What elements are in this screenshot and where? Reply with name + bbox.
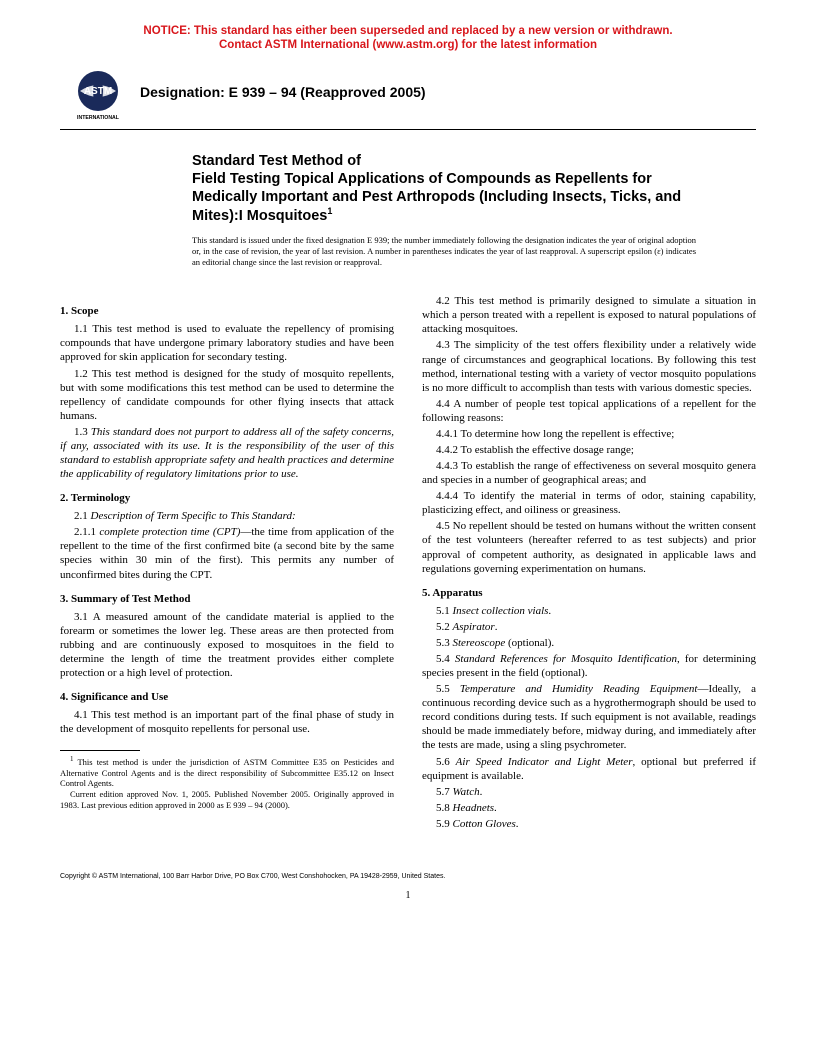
para-4-4-4: 4.4.4 To identify the material in terms … bbox=[422, 489, 756, 517]
svg-text:ASTM: ASTM bbox=[84, 86, 112, 97]
p58n: 5.8 bbox=[436, 802, 453, 814]
header-row: ASTM INTERNATIONAL Designation: E 939 – … bbox=[70, 67, 756, 123]
footnote-2: Current edition approved Nov. 1, 2005. P… bbox=[60, 789, 394, 810]
title-sup: 1 bbox=[327, 206, 332, 216]
footnote-rule bbox=[60, 750, 140, 751]
p55t: Temperature and Humidity Reading Equipme… bbox=[460, 683, 698, 695]
header-divider bbox=[60, 129, 756, 130]
title-main: Field Testing Topical Applications of Co… bbox=[192, 170, 716, 225]
para-5-6: 5.6 Air Speed Indicator and Light Meter,… bbox=[422, 755, 756, 783]
section-2-head: 2. Terminology bbox=[60, 491, 394, 505]
para-5-8: 5.8 Headnets. bbox=[422, 801, 756, 815]
notice-line1: NOTICE: This standard has either been su… bbox=[60, 24, 756, 38]
para-4-5: 4.5 No repellent should be tested on hum… bbox=[422, 519, 756, 575]
notice-line2: Contact ASTM International (www.astm.org… bbox=[60, 38, 756, 52]
para-5-3: 5.3 Stereoscope (optional). bbox=[422, 636, 756, 650]
p59t: Cotton Gloves bbox=[453, 818, 516, 830]
astm-logo: ASTM INTERNATIONAL bbox=[70, 67, 126, 123]
p56t: Air Speed Indicator and Light Meter bbox=[456, 756, 633, 768]
p211-term: complete protection time (CPT) bbox=[99, 526, 240, 538]
para-1-1: 1.1 This test method is used to evaluate… bbox=[60, 322, 394, 364]
para-5-1: 5.1 Insect collection vials. bbox=[422, 604, 756, 618]
para-4-4-2: 4.4.2 To establish the effective dosage … bbox=[422, 443, 756, 457]
p58t: Headnets bbox=[453, 802, 495, 814]
p57e: . bbox=[480, 786, 483, 798]
section-1-head: 1. Scope bbox=[60, 304, 394, 318]
title-block: Standard Test Method of Field Testing To… bbox=[192, 152, 716, 225]
para-4-4-3: 4.4.3 To establish the range of effectiv… bbox=[422, 459, 756, 487]
footnote-text: This test method is under the jurisdicti… bbox=[60, 757, 394, 788]
p51n: 5.1 bbox=[436, 605, 453, 617]
p51t: Insect collection vials bbox=[453, 605, 549, 617]
para-2-1-ital: Description of Term Specific to This Sta… bbox=[91, 510, 296, 522]
para-5-2: 5.2 Aspirator. bbox=[422, 620, 756, 634]
para-4-1: 4.1 This test method is an important par… bbox=[60, 708, 394, 736]
para-4-2: 4.2 This test method is primarily design… bbox=[422, 294, 756, 336]
p211-num: 2.1.1 bbox=[74, 526, 99, 538]
p51e: . bbox=[548, 605, 551, 617]
para-1-3: 1.3 This standard does not purport to ad… bbox=[60, 425, 394, 481]
para-4-4-1: 4.4.1 To determine how long the repellen… bbox=[422, 427, 756, 441]
issuance-note: This standard is issued under the fixed … bbox=[192, 235, 696, 268]
p58e: . bbox=[494, 802, 497, 814]
p53e: (optional). bbox=[505, 637, 554, 649]
para-1-3-text: This standard does not purport to addres… bbox=[60, 426, 394, 480]
p54n: 5.4 bbox=[436, 653, 455, 665]
para-4-4: 4.4 A number of people test topical appl… bbox=[422, 397, 756, 425]
p57n: 5.7 bbox=[436, 786, 453, 798]
p53t: Stereoscope bbox=[453, 637, 506, 649]
footnote-1: 1 This test method is under the jurisdic… bbox=[60, 755, 394, 789]
para-3-1: 3.1 A measured amount of the candidate m… bbox=[60, 610, 394, 680]
right-column: 4.2 This test method is primarily design… bbox=[422, 294, 756, 833]
para-5-7: 5.7 Watch. bbox=[422, 785, 756, 799]
section-4-head: 4. Significance and Use bbox=[60, 690, 394, 704]
title-main-text: Field Testing Topical Applications of Co… bbox=[192, 171, 681, 224]
p59e: . bbox=[516, 818, 519, 830]
body-columns: 1. Scope 1.1 This test method is used to… bbox=[60, 294, 756, 833]
notice-banner: NOTICE: This standard has either been su… bbox=[60, 24, 756, 53]
p52t: Aspirator bbox=[453, 621, 495, 633]
page-number: 1 bbox=[60, 890, 756, 901]
copyright: Copyright © ASTM International, 100 Barr… bbox=[60, 873, 756, 880]
svg-text:INTERNATIONAL: INTERNATIONAL bbox=[77, 115, 120, 121]
designation: Designation: E 939 – 94 (Reapproved 2005… bbox=[140, 84, 426, 100]
title-prefix: Standard Test Method of bbox=[192, 152, 716, 170]
left-column: 1. Scope 1.1 This test method is used to… bbox=[60, 294, 394, 833]
section-3-head: 3. Summary of Test Method bbox=[60, 592, 394, 606]
p56n: 5.6 bbox=[436, 756, 456, 768]
p52n: 5.2 bbox=[436, 621, 453, 633]
para-5-9: 5.9 Cotton Gloves. bbox=[422, 817, 756, 831]
p55n: 5.5 bbox=[436, 683, 460, 695]
p57t: Watch bbox=[453, 786, 480, 798]
para-1-2: 1.2 This test method is designed for the… bbox=[60, 367, 394, 423]
p52e: . bbox=[495, 621, 498, 633]
p54t: Standard References for Mosquito Identif… bbox=[455, 653, 677, 665]
section-5-head: 5. Apparatus bbox=[422, 586, 756, 600]
p59n: 5.9 bbox=[436, 818, 453, 830]
para-2-1-1: 2.1.1 complete protection time (CPT)—the… bbox=[60, 525, 394, 581]
para-2-1: 2.1 Description of Term Specific to This… bbox=[60, 509, 394, 523]
para-5-5: 5.5 Temperature and Humidity Reading Equ… bbox=[422, 682, 756, 752]
para-4-3: 4.3 The simplicity of the test offers fl… bbox=[422, 338, 756, 394]
p53n: 5.3 bbox=[436, 637, 453, 649]
para-5-4: 5.4 Standard References for Mosquito Ide… bbox=[422, 652, 756, 680]
